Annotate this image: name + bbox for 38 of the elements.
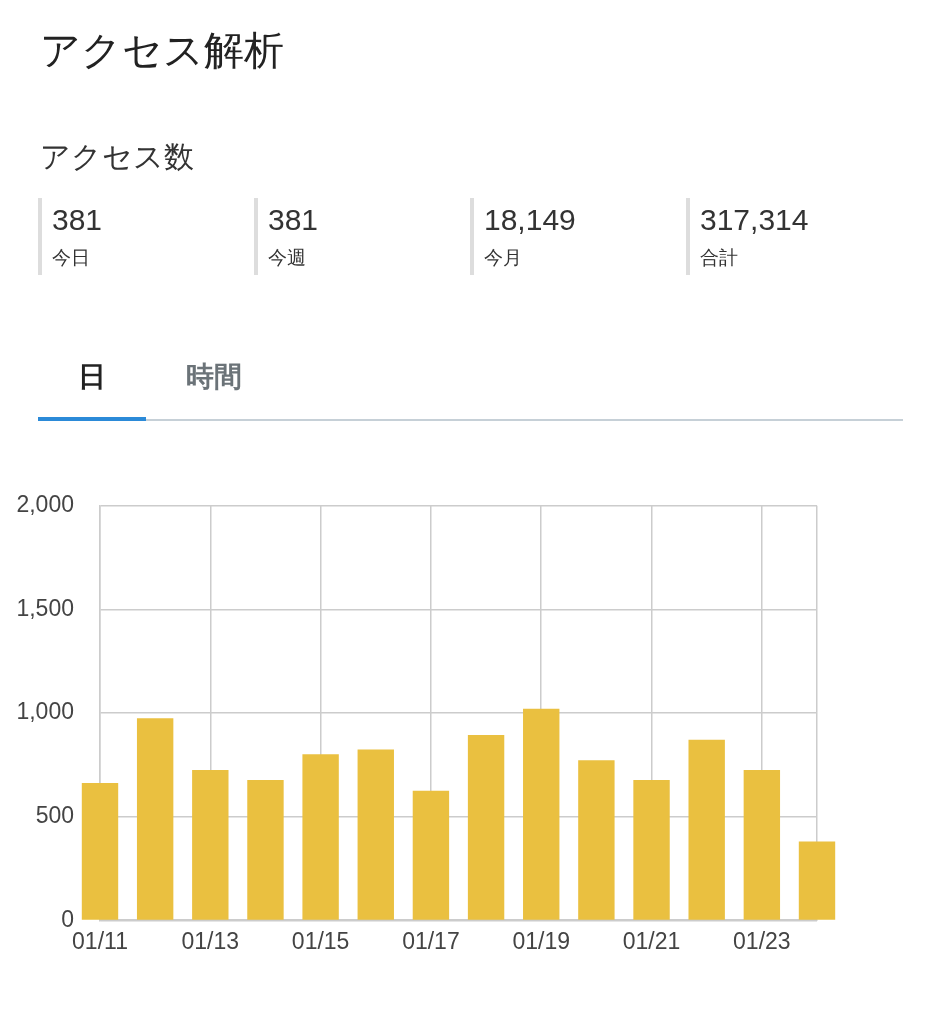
bar	[467, 735, 505, 920]
bar	[357, 749, 394, 920]
bar	[192, 769, 229, 920]
text: 18,149	[484, 202, 577, 238]
x-tick-label: 01/23	[733, 927, 791, 954]
x-tick-label: 01/11	[72, 927, 128, 954]
x-tick-label: 01/21	[622, 927, 681, 954]
bar	[633, 780, 670, 920]
bar	[247, 780, 284, 920]
y-tick-label: 2,000	[16, 491, 74, 518]
bar	[523, 708, 560, 920]
x-tick-label: 01/17	[402, 927, 460, 954]
text: 317,314	[700, 202, 810, 238]
text: アクセス解析	[40, 27, 285, 74]
text: 今日	[52, 246, 91, 270]
y-tick-label: 0	[61, 905, 74, 932]
text: 381	[268, 202, 320, 238]
x-tick-label: 01/13	[181, 927, 240, 954]
text: アクセス数	[40, 139, 195, 175]
x-tick-label: 01/15	[291, 927, 350, 954]
bar	[412, 790, 450, 920]
text: 今週	[268, 246, 307, 270]
text: 時間	[186, 361, 242, 392]
text: 合計	[700, 246, 739, 270]
y-tick-label: 1,500	[16, 594, 74, 621]
bar	[798, 841, 836, 920]
text: 381	[52, 202, 104, 238]
bar	[302, 754, 339, 920]
bar	[688, 739, 725, 920]
x-tick-label: 01/19	[512, 927, 571, 954]
text: 今月	[484, 246, 523, 270]
text: 日	[78, 361, 106, 392]
bar	[578, 760, 615, 920]
bar	[81, 782, 119, 920]
bar	[136, 718, 174, 920]
bar	[743, 769, 781, 920]
y-tick-label: 500	[35, 802, 74, 829]
y-tick-label: 1,000	[16, 698, 74, 725]
